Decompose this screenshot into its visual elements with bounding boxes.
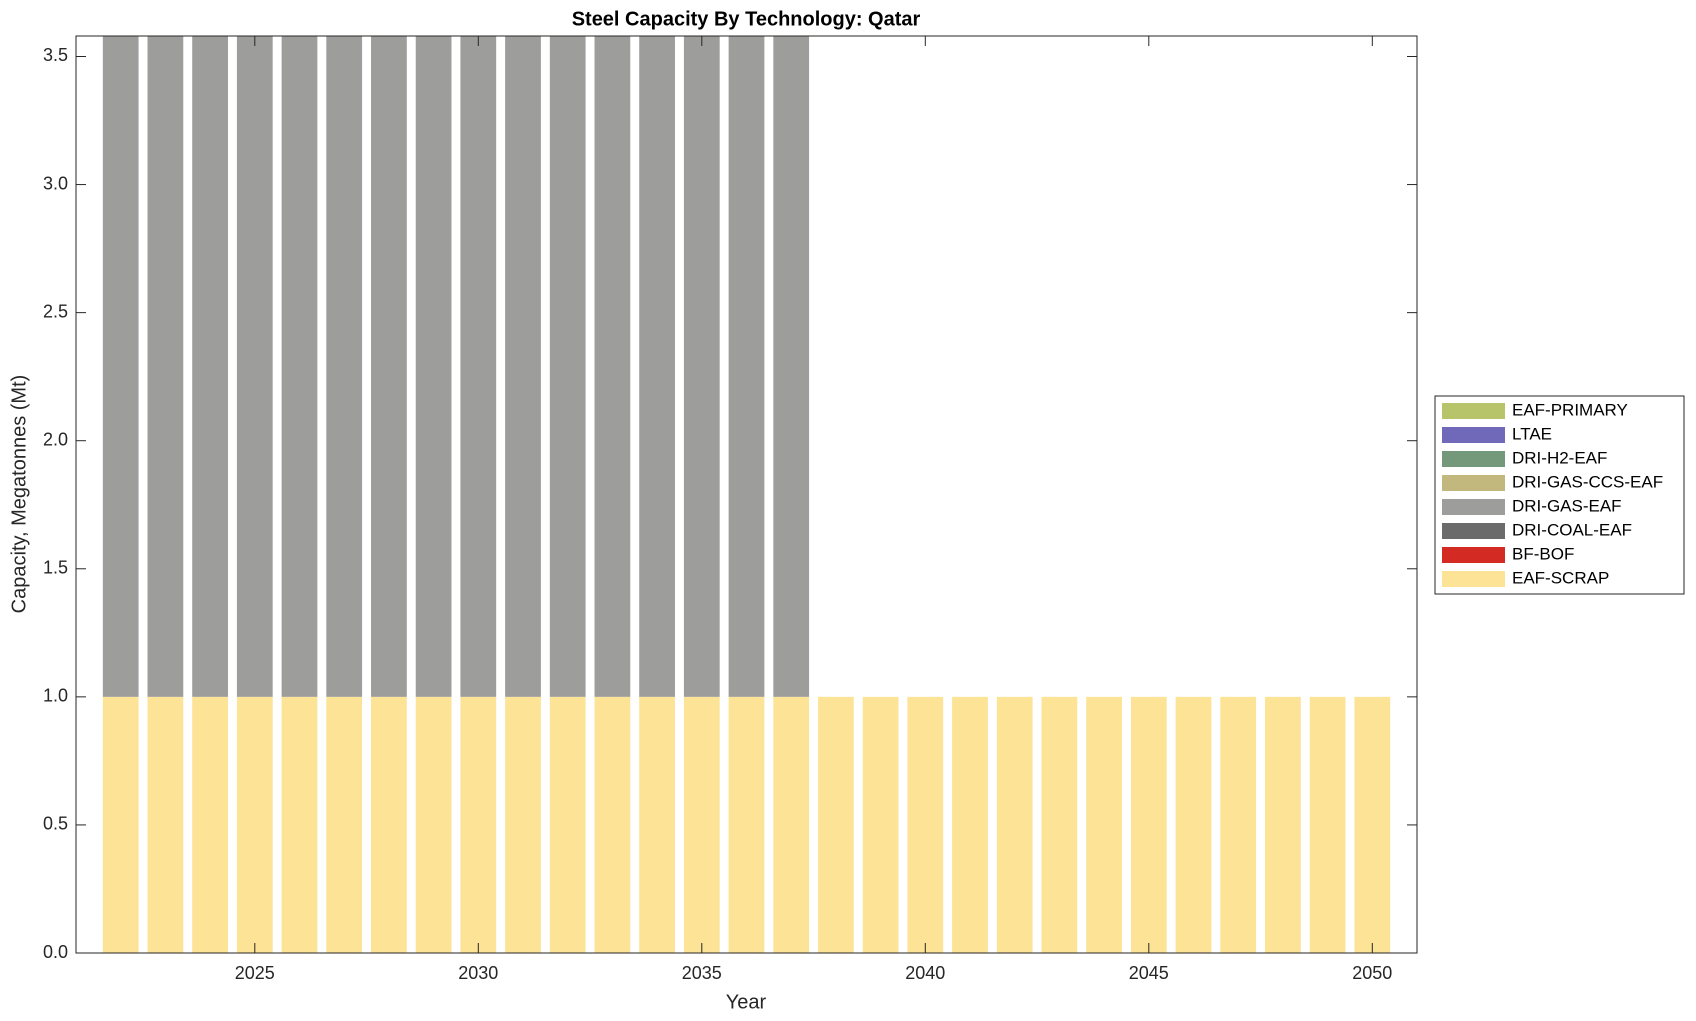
y-tick-label: 1.5 xyxy=(43,558,68,578)
bar-segment xyxy=(728,696,765,953)
legend-swatch xyxy=(1442,571,1505,587)
plot-frame xyxy=(75,35,1418,954)
bar-segment xyxy=(773,36,810,697)
bar-segment xyxy=(549,696,586,953)
bar-segment xyxy=(594,36,631,697)
y-tick-label: 0.5 xyxy=(43,814,68,834)
legend-label: BF-BOF xyxy=(1512,544,1574,563)
bar-segment xyxy=(639,696,675,953)
legend-label: EAF-PRIMARY xyxy=(1512,400,1628,419)
bar-segment xyxy=(639,36,675,697)
legend-swatch xyxy=(1442,523,1505,539)
bar-segment xyxy=(683,36,720,697)
bar-segment xyxy=(1041,696,1078,953)
legend-label: DRI-H2-EAF xyxy=(1512,448,1607,467)
y-axis-label: Capacity, Megatonnes (Mt) xyxy=(8,375,30,614)
chart-title: Steel Capacity By Technology: Qatar xyxy=(572,8,921,30)
legend-swatch xyxy=(1442,547,1505,563)
bar-segment xyxy=(192,36,228,697)
bar-segment xyxy=(1220,696,1257,953)
bar-segment xyxy=(326,696,363,953)
bar-segment xyxy=(505,36,541,697)
x-tick-label: 2050 xyxy=(1352,963,1392,983)
bar-segment xyxy=(415,696,452,953)
legend-label: DRI-GAS-CCS-EAF xyxy=(1512,472,1663,491)
bar-segment xyxy=(549,36,586,697)
bar-segment xyxy=(728,36,765,697)
bar-segment xyxy=(460,696,497,953)
bar-segment xyxy=(505,696,541,953)
legend-label: DRI-COAL-EAF xyxy=(1512,520,1632,539)
x-axis-label: Year xyxy=(726,991,767,1013)
y-tick-label: 2.5 xyxy=(43,301,68,321)
bar-segment xyxy=(1086,696,1122,953)
bar-segment xyxy=(147,696,184,953)
bar-segment xyxy=(236,36,273,697)
bar-segment xyxy=(102,696,139,953)
bar-segment xyxy=(862,696,899,953)
bar-segment xyxy=(952,696,988,953)
bar-segment xyxy=(773,696,810,953)
bar-segment xyxy=(594,696,631,953)
legend-swatch xyxy=(1442,451,1505,467)
y-tick-label: 1.0 xyxy=(43,686,68,706)
bar-segment xyxy=(1265,696,1301,953)
y-tick-label: 3.0 xyxy=(43,173,68,193)
bar-segment xyxy=(1354,696,1391,953)
bar-segment xyxy=(683,696,720,953)
legend-swatch xyxy=(1442,499,1505,515)
y-tick-label: 0.0 xyxy=(43,942,68,962)
bar-segment xyxy=(996,696,1033,953)
bar-segment xyxy=(818,696,854,953)
x-tick-label: 2035 xyxy=(682,963,722,983)
y-tick-label: 3.5 xyxy=(43,45,68,65)
bar-segment xyxy=(192,696,228,953)
legend-box xyxy=(1434,395,1685,595)
bar-segment xyxy=(281,36,318,697)
bar-segment xyxy=(371,36,407,697)
bar-segment xyxy=(907,696,944,953)
bar-segment xyxy=(147,36,184,697)
legend-swatch xyxy=(1442,427,1505,443)
bar-segment xyxy=(326,36,363,697)
x-tick-label: 2045 xyxy=(1129,963,1169,983)
bar-segment xyxy=(102,36,139,697)
bar-segment xyxy=(1130,696,1167,953)
y-tick-label: 2.0 xyxy=(43,429,68,449)
bar-segment xyxy=(236,696,273,953)
legend-label: EAF-SCRAP xyxy=(1512,568,1609,587)
legend-label: LTAE xyxy=(1512,424,1552,443)
bar-segment xyxy=(281,696,318,953)
x-tick-label: 2040 xyxy=(905,963,945,983)
bar-segment xyxy=(371,696,407,953)
legend-label: DRI-GAS-EAF xyxy=(1512,496,1622,515)
bar-segment xyxy=(460,36,497,697)
bar-segment xyxy=(1175,696,1212,953)
legend-swatch xyxy=(1442,403,1505,419)
x-tick-label: 2030 xyxy=(458,963,498,983)
legend-swatch xyxy=(1442,475,1505,491)
bar-segment xyxy=(415,36,452,697)
bar-segment xyxy=(1309,696,1346,953)
x-tick-label: 2025 xyxy=(235,963,275,983)
